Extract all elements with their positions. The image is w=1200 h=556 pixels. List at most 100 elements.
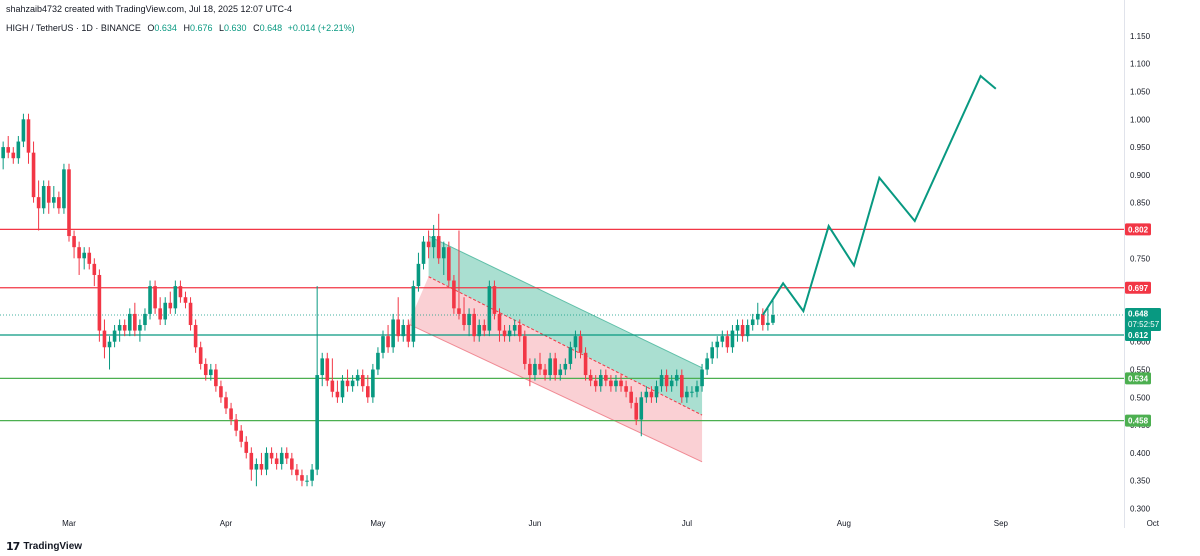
candle-body xyxy=(178,286,183,298)
candle xyxy=(588,369,593,387)
regression-channel xyxy=(408,235,703,463)
candle xyxy=(487,280,492,337)
candle-body xyxy=(112,330,117,342)
candle-body xyxy=(77,247,81,259)
tv-logo-icon: 𝟭𝟳 xyxy=(6,541,20,553)
close-value: 0.648 xyxy=(259,23,283,33)
candle-body xyxy=(391,319,395,348)
candle xyxy=(31,141,36,203)
candle-body xyxy=(371,369,375,398)
symbol-label[interactable]: HIGH / TetherUS · 1D · BINANCE xyxy=(6,23,141,33)
candle-body xyxy=(264,452,269,470)
candle-body xyxy=(163,302,168,320)
candle-body xyxy=(563,363,568,370)
x-tick-label: Jun xyxy=(528,519,541,528)
candle xyxy=(573,330,578,359)
candle xyxy=(745,319,750,342)
candle-body xyxy=(507,330,512,337)
candle xyxy=(138,319,142,342)
level-badge-label: 0.534 xyxy=(1128,374,1149,383)
candle xyxy=(690,386,694,398)
candle-body xyxy=(386,336,390,348)
tradingview-footer[interactable]: 𝟭𝟳 TradingView xyxy=(6,540,82,553)
candle xyxy=(553,352,557,381)
candle-body xyxy=(168,302,173,309)
y-tick-label: 0.850 xyxy=(1130,199,1151,208)
candle-body xyxy=(290,458,294,470)
candle xyxy=(193,319,198,353)
time-axis[interactable]: Mar Apr May Jun Jul Aug Sep Oct xyxy=(62,519,1160,528)
candle xyxy=(431,224,436,259)
candle-body xyxy=(674,375,679,381)
candle-body xyxy=(234,419,238,431)
candle-body xyxy=(183,297,188,303)
price-axis[interactable]: 0.3000.3500.4000.4500.5000.5500.6000.650… xyxy=(1130,32,1151,514)
candle-body xyxy=(67,169,71,237)
y-tick-label: 1.150 xyxy=(1130,32,1151,41)
candle-body xyxy=(705,358,709,370)
candle-body xyxy=(57,197,61,209)
candle xyxy=(680,369,684,403)
candle-body xyxy=(16,141,21,159)
candle xyxy=(1,141,5,170)
candle xyxy=(457,230,461,320)
candle-body xyxy=(350,380,355,387)
candle xyxy=(168,291,173,314)
candle xyxy=(472,308,476,342)
x-tick-label: Apr xyxy=(220,519,233,528)
candle xyxy=(406,319,411,348)
candle-body xyxy=(158,308,162,320)
candle xyxy=(528,358,532,387)
candle xyxy=(219,380,223,403)
candle xyxy=(568,341,573,370)
candle-body xyxy=(680,375,684,398)
candle-body xyxy=(695,386,699,392)
candle-body xyxy=(193,325,198,348)
candle xyxy=(183,291,188,309)
candle-body xyxy=(36,197,41,209)
candle xyxy=(381,330,385,359)
candle-body xyxy=(477,325,482,337)
candle xyxy=(740,319,745,342)
candle xyxy=(188,297,193,331)
candle xyxy=(112,325,117,348)
candle xyxy=(533,358,537,381)
candle xyxy=(700,363,704,392)
candle-body xyxy=(133,313,137,331)
candle-body xyxy=(766,322,770,326)
candle xyxy=(254,458,259,487)
open-value: 0.634 xyxy=(154,23,177,33)
candle-body xyxy=(300,475,304,481)
candle xyxy=(548,352,552,381)
candle-body xyxy=(750,319,755,326)
candle xyxy=(563,358,568,376)
candle-body xyxy=(274,458,279,465)
candle xyxy=(416,252,421,292)
candle-body xyxy=(517,325,522,337)
candle xyxy=(269,447,274,465)
candle-body xyxy=(11,152,16,159)
candle xyxy=(619,375,623,392)
candle xyxy=(290,452,294,476)
y-tick-label: 0.300 xyxy=(1130,505,1151,514)
candle xyxy=(771,299,775,326)
high-label: H xyxy=(183,23,190,33)
candle-body xyxy=(396,319,400,337)
candle-body xyxy=(583,352,588,376)
candle xyxy=(234,413,238,437)
channel-upper-fill xyxy=(428,236,703,416)
candle-body xyxy=(512,325,517,331)
candle xyxy=(87,247,92,270)
candle xyxy=(371,363,375,403)
candle-body xyxy=(209,369,213,376)
candle xyxy=(148,280,152,320)
candle xyxy=(467,308,471,337)
candle xyxy=(26,113,31,164)
candle-body xyxy=(553,358,557,376)
candle-body xyxy=(401,325,406,337)
candle-body xyxy=(639,397,644,420)
candle-body xyxy=(740,325,745,337)
candle xyxy=(173,280,178,314)
candle xyxy=(72,230,76,259)
